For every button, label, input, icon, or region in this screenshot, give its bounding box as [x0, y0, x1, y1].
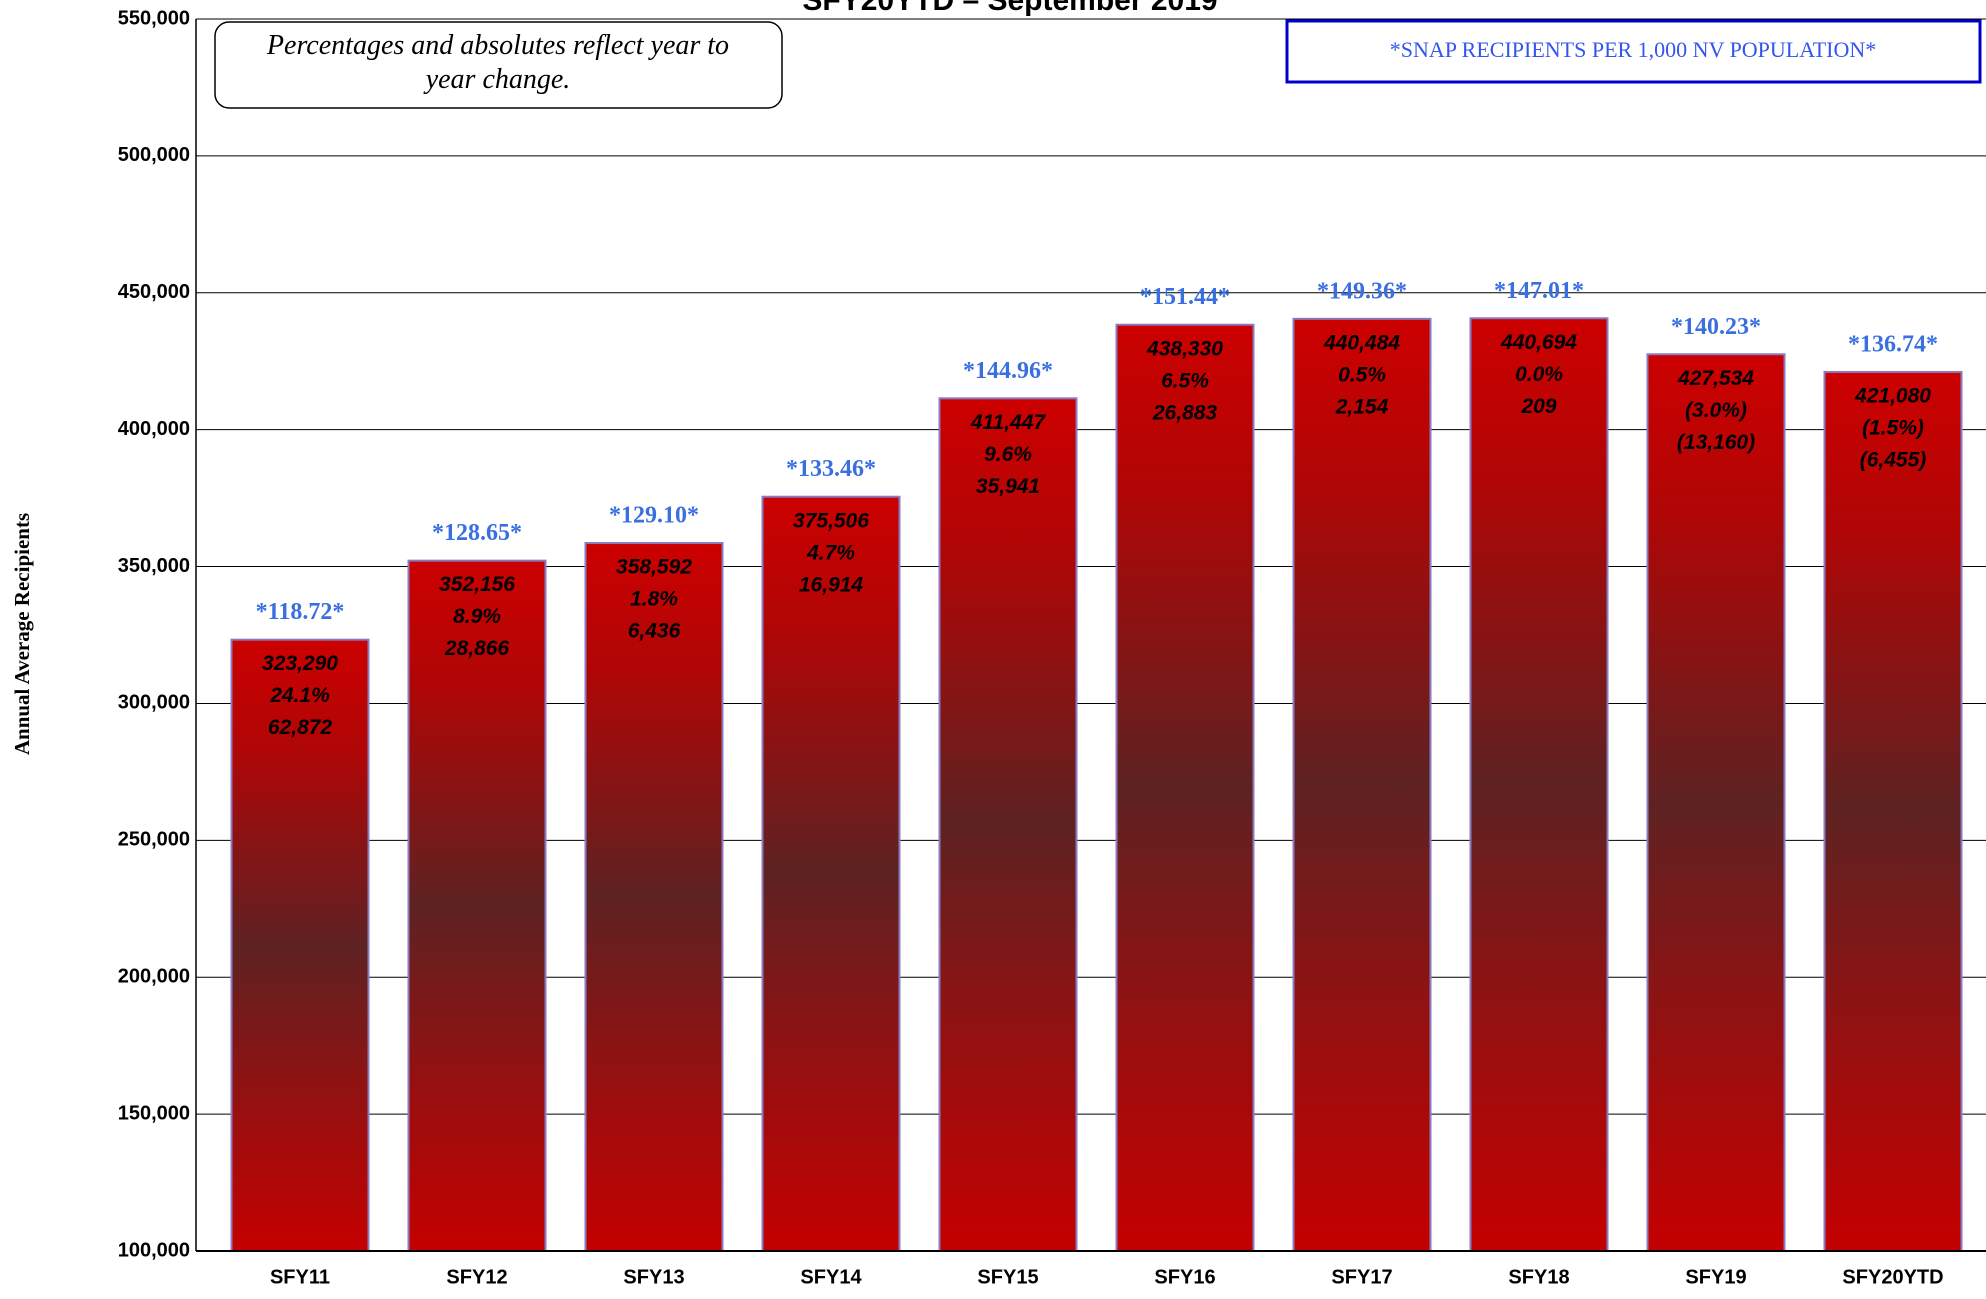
value-label: 411,447 — [970, 411, 1047, 434]
abs-change-label: (6,455) — [1860, 449, 1927, 472]
abs-change-label: 35,941 — [976, 475, 1040, 498]
pct-change-label: 6.5% — [1161, 369, 1209, 392]
rate-label: *118.72* — [256, 599, 345, 625]
chart-title: SFY20YTD – September 2019 — [802, 0, 1217, 17]
abs-change-label: 2,154 — [1335, 395, 1389, 418]
pct-change-label: 8.9% — [453, 605, 501, 628]
value-label: 440,484 — [1323, 331, 1400, 354]
rate-label: *144.96* — [963, 358, 1053, 384]
legend-box — [1285, 19, 1982, 84]
pct-change-label: 1.8% — [630, 588, 678, 611]
pct-change-label: 0.0% — [1515, 363, 1563, 386]
value-label: 352,156 — [439, 573, 515, 596]
y-axis-title: Annual Average Recipients — [10, 513, 34, 755]
y-tick-label: 100,000 — [118, 1239, 190, 1261]
note: Percentages and absolutes reflect year t… — [266, 30, 729, 95]
note-box — [214, 21, 783, 109]
value-label: 358,592 — [616, 556, 692, 579]
y-tick-label: 450,000 — [118, 281, 190, 303]
pct-change-label: (1.5%) — [1862, 417, 1924, 440]
x-tick-label: SFY20YTD — [1842, 1266, 1943, 1288]
x-tick-label: SFY18 — [1508, 1266, 1569, 1288]
value-label: 421,080 — [1854, 385, 1931, 408]
rate-label: *128.65* — [432, 520, 522, 546]
x-tick-label: SFY13 — [623, 1266, 684, 1288]
plot-area: 100,000 150,000 200,000 250,000 300,000 350,0… — [118, 7, 1986, 1288]
rate-label: *136.74* — [1848, 331, 1938, 357]
bar — [1115, 323, 1255, 1252]
abs-change-label: 62,872 — [268, 716, 333, 739]
x-tick-label: SFY19 — [1685, 1266, 1746, 1288]
y-tick-label: 150,000 — [118, 1102, 190, 1124]
rate-label: *140.23* — [1671, 314, 1761, 340]
y-tick-label: 400,000 — [118, 418, 190, 440]
y-tick-label: 250,000 — [118, 829, 190, 851]
value-label: 438,330 — [1146, 337, 1223, 360]
y-tick-label: 550,000 — [118, 7, 190, 29]
value-label: 427,534 — [1677, 367, 1754, 390]
bar — [230, 638, 370, 1252]
abs-change-label: 28,866 — [444, 637, 510, 660]
abs-change-label: 16,914 — [799, 573, 864, 596]
bar — [761, 495, 901, 1253]
x-tick-label: SFY12 — [446, 1266, 507, 1288]
x-tick-label: SFY15 — [977, 1266, 1038, 1288]
rate-label: *147.01* — [1494, 278, 1584, 304]
x-tick-label: SFY17 — [1331, 1266, 1392, 1288]
pct-change-label: 0.5% — [1338, 363, 1386, 386]
pct-change-label: 24.1% — [269, 684, 330, 707]
x-tick-label: SFY14 — [800, 1266, 862, 1288]
pct-change-label: 9.6% — [984, 443, 1032, 466]
bar — [1823, 370, 1963, 1253]
pct-change-label: 4.7% — [806, 541, 855, 564]
bar — [1469, 317, 1609, 1252]
rate-label: *151.44* — [1140, 284, 1230, 310]
bar — [1646, 353, 1786, 1253]
value-label: 375,506 — [793, 509, 869, 532]
x-tick-label: SFY16 — [1154, 1266, 1215, 1288]
y-tick-label: 350,000 — [118, 555, 190, 577]
rate-label: *129.10* — [609, 503, 699, 529]
abs-change-label: 26,883 — [1152, 401, 1218, 424]
value-label: 440,694 — [1500, 331, 1577, 354]
y-tick-label: 200,000 — [118, 966, 190, 988]
value-label: 323,290 — [262, 652, 338, 675]
rate-label: *149.36* — [1317, 278, 1407, 304]
y-tick-label: 300,000 — [118, 692, 190, 714]
bar — [1292, 317, 1432, 1253]
abs-change-label: 6,436 — [628, 620, 681, 643]
bar — [584, 542, 724, 1252]
rate-label: *133.46* — [786, 456, 876, 482]
pct-change-label: (3.0%) — [1685, 399, 1747, 422]
y-tick-label: 500,000 — [118, 144, 190, 166]
bar — [407, 559, 547, 1252]
legend-note: *SNAP RECIPIENTS PER 1,000 NV POPULATION… — [1390, 37, 1877, 62]
bar — [938, 397, 1078, 1252]
abs-change-label: 209 — [1520, 395, 1556, 418]
x-tick-label: SFY11 — [270, 1266, 330, 1288]
abs-change-label: (13,160) — [1677, 431, 1755, 454]
